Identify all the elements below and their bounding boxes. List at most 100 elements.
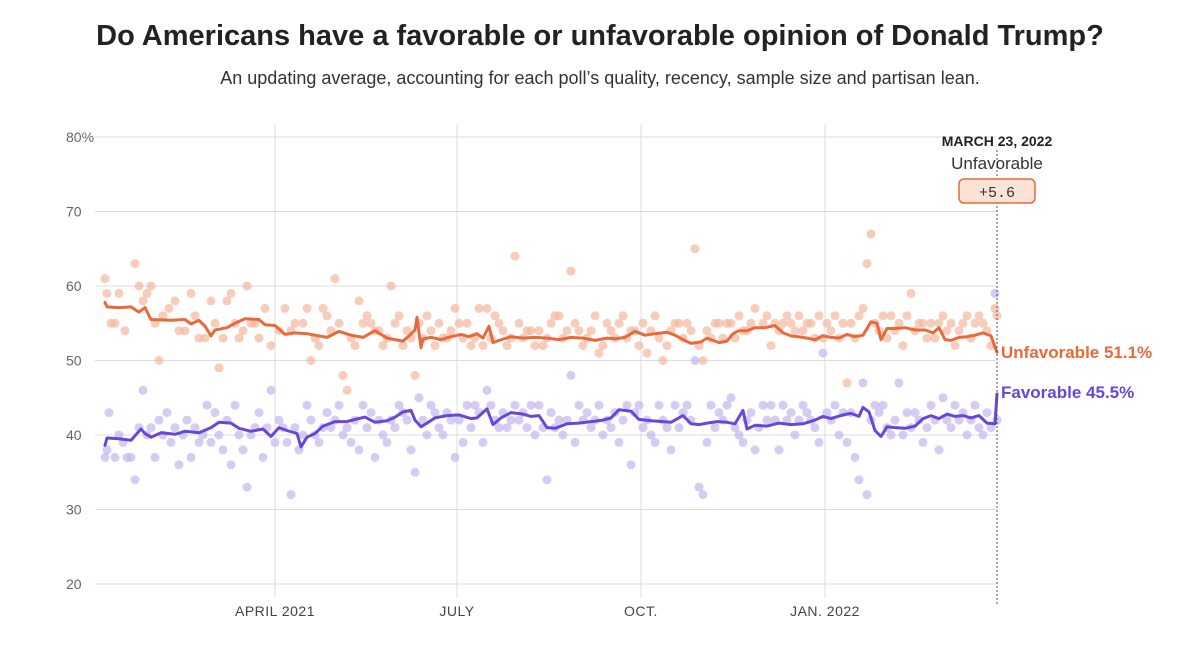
favorable-poll-dot (438, 430, 448, 440)
favorable-poll-dot (202, 400, 212, 410)
unfavorable-poll-dot (658, 356, 668, 365)
unfavorable-poll-dot (606, 326, 616, 336)
favorable-poll-dot (366, 408, 376, 418)
unfavorable-poll-dot (574, 326, 584, 336)
favorable-poll-dot (322, 408, 332, 418)
unfavorable-poll-dot (334, 318, 344, 328)
unfavorable-poll-dot (734, 311, 744, 321)
favorable-poll-dot (470, 400, 480, 410)
favorable-poll-dot (102, 445, 112, 455)
unfavorable-poll-dot (120, 326, 130, 336)
favorable-poll-dot (702, 437, 712, 447)
unfavorable-poll-dot (260, 303, 270, 313)
favorable-poll-dot (738, 437, 748, 447)
favorable-poll-dot (446, 415, 456, 425)
unfavorable-poll-dot (858, 303, 868, 313)
favorable-poll-dot (990, 288, 1000, 298)
favorable-poll-dot (874, 408, 884, 418)
favorable-poll-dot (234, 430, 244, 440)
unfavorable-poll-dot (974, 311, 984, 321)
favorable-poll-dot (558, 430, 568, 440)
unfavorable-poll-dot (882, 333, 892, 343)
favorable-poll-dot (422, 430, 432, 440)
favorable-average-line (103, 392, 999, 449)
unfavorable-poll-dot (794, 311, 804, 321)
unfavorable-poll-dot (474, 303, 484, 313)
unfavorable-poll-dot (398, 341, 408, 351)
favorable-poll-dot (678, 408, 688, 418)
favorable-poll-dot (854, 475, 864, 485)
unfavorable-poll-dot (642, 348, 652, 358)
favorable-poll-dot (110, 452, 120, 462)
unfavorable-poll-dot (798, 326, 808, 336)
unfavorable-poll-dot (130, 259, 140, 269)
chart-title: Do Americans have a favorable or unfavor… (96, 20, 1104, 52)
favorable-poll-dot (970, 400, 980, 410)
favorable-poll-dot (670, 400, 680, 410)
unfavorable-poll-dot (242, 281, 252, 291)
favorable-poll-dot (182, 415, 192, 425)
favorable-poll-dot (878, 400, 888, 410)
favorable-poll-dot (394, 400, 404, 410)
y-tick-label-80: 80% (66, 129, 94, 145)
unfavorable-poll-dot (114, 288, 124, 298)
y-tick-label-30: 30 (66, 502, 82, 518)
favorable-poll-dot (154, 415, 164, 425)
unfavorable-poll-dot (298, 318, 308, 328)
favorable-poll-dot (334, 400, 344, 410)
unfavorable-poll-dot (154, 356, 164, 365)
unfavorable-poll-dot (894, 318, 904, 328)
unfavorable-poll-dot (214, 363, 224, 373)
favorable-poll-dot (258, 452, 268, 462)
favorable-poll-dot (926, 400, 936, 410)
favorable-poll-dot (902, 408, 912, 418)
unfavorable-poll-dot (778, 318, 788, 328)
unfavorable-poll-dot (886, 311, 896, 321)
favorable-poll-dot (710, 423, 720, 433)
unfavorable-poll-dot (434, 318, 444, 328)
unfavorable-poll-dot (578, 341, 588, 351)
unfavorable-poll-dot (462, 318, 472, 328)
unfavorable-poll-dot (164, 303, 174, 313)
favorable-poll-dot (230, 400, 240, 410)
favorable-poll-dot (210, 408, 220, 418)
unfavorable-poll-dot (590, 311, 600, 321)
favorable-poll-dot (194, 437, 204, 447)
favorable-poll-dot (286, 490, 296, 500)
favorable-poll-dot (362, 423, 372, 433)
x-tick-label-2: OCT. (624, 603, 658, 619)
favorable-poll-dot (910, 408, 920, 418)
favorable-poll-dot (618, 415, 628, 425)
favorable-poll-dot (666, 445, 676, 455)
favorable-poll-dot (450, 452, 460, 462)
unfavorable-poll-dot (594, 348, 604, 358)
unfavorable-poll-dot (566, 266, 576, 276)
favorable-poll-dot (942, 415, 952, 425)
favorable-poll-dot (466, 423, 476, 433)
favorable-poll-dot (694, 482, 704, 492)
favorable-poll-dot (514, 415, 524, 425)
favorable-poll-dot (430, 408, 440, 418)
favorable-poll-dot (674, 423, 684, 433)
unfavorable-poll-dot (190, 311, 200, 321)
unfavorable-poll-dot (634, 341, 644, 351)
favorable-poll-dot (246, 430, 256, 440)
unfavorable-poll-dot (822, 318, 832, 328)
favorable-poll-dot (162, 408, 172, 418)
unfavorable-poll-dot (378, 341, 388, 351)
unfavorable-poll-dot (806, 318, 816, 328)
favorable-poll-dot (486, 400, 496, 410)
unfavorable-poll-dot (854, 311, 864, 321)
unfavorable-poll-dot (958, 318, 968, 328)
favorable-poll-dot (358, 400, 368, 410)
unfavorable-poll-dot (866, 229, 876, 239)
favorable-poll-dot (786, 408, 796, 418)
unfavorable-poll-dot (838, 318, 848, 328)
unfavorable-poll-dot (358, 318, 368, 328)
unfavorable-poll-dot (562, 326, 572, 336)
favorable-poll-dot (794, 415, 804, 425)
favorable-poll-dot (758, 400, 768, 410)
unfavorable-poll-dot (170, 296, 180, 306)
favorable-poll-dot (506, 415, 516, 425)
